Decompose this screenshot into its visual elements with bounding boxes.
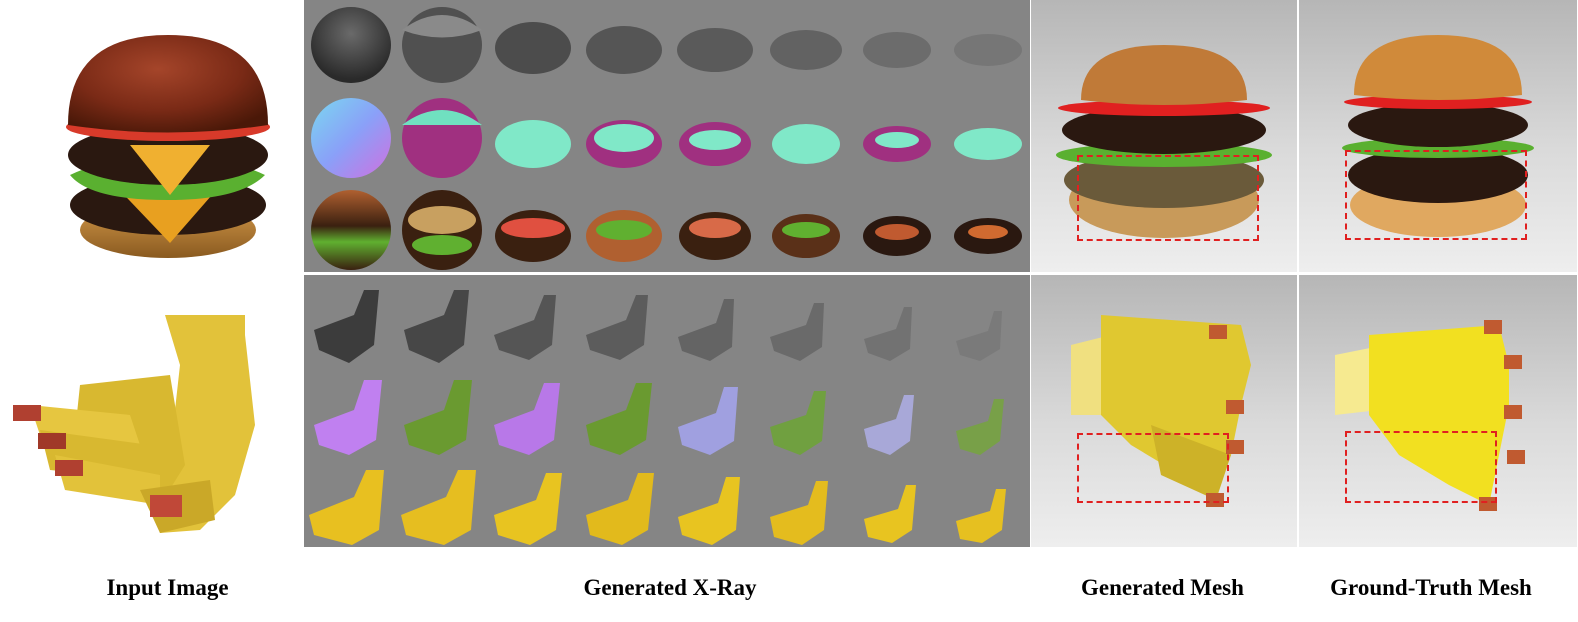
xray-row-color-banana <box>309 470 1006 545</box>
generated-mesh-banana <box>1031 275 1297 547</box>
caption-input-image: Input Image <box>106 575 229 600</box>
xray-row-depth-banana <box>314 290 1002 363</box>
xray-row-normal-banana <box>314 380 1004 455</box>
input-image-burger <box>50 15 280 265</box>
xray-row-color-burger <box>311 190 1022 270</box>
xray-row-normal-burger <box>311 98 1022 178</box>
ground-truth-mesh-banana <box>1299 275 1577 547</box>
input-image-banana <box>10 305 260 540</box>
xray-row-depth-burger <box>311 7 1022 83</box>
highlight-box <box>1077 433 1229 503</box>
caption-generated-xray: Generated X-Ray <box>583 575 757 600</box>
ground-truth-mesh-burger <box>1299 0 1577 272</box>
highlight-box <box>1077 155 1259 241</box>
generated-mesh-burger <box>1031 0 1297 272</box>
xray-grid-burger <box>304 0 1030 272</box>
caption-generated-mesh: Generated Mesh <box>1081 575 1244 600</box>
highlight-box <box>1345 150 1527 240</box>
caption-ground-truth-mesh: Ground-Truth Mesh <box>1330 575 1532 600</box>
xray-grid-banana <box>304 275 1030 547</box>
highlight-box <box>1345 431 1497 503</box>
